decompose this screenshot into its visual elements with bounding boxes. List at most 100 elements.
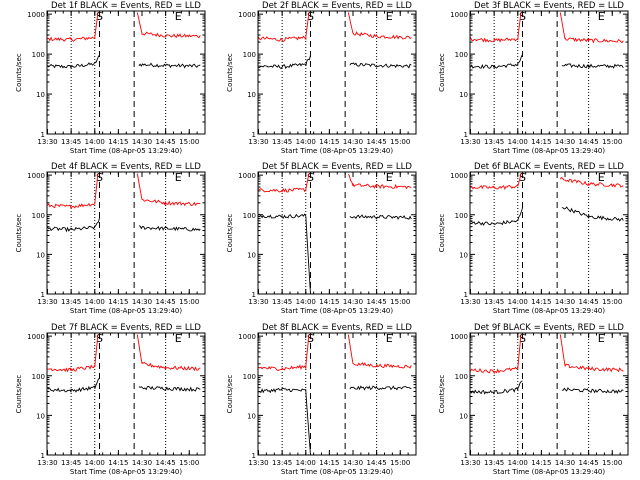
x-tick-label: 14:00 [296,298,316,306]
x-tick-label: 15:00 [602,138,622,146]
chart-panel-3: Det 3f BLACK = Events, RED = LLD 1 10 100 10… [438,1,629,155]
y-axis-label: Counts/sec [226,53,234,92]
x-tick-label: 14:30 [555,298,575,306]
series-line-lld [470,334,522,375]
x-tick-label: 13:45 [61,298,81,306]
x-tick-label: 14:00 [85,459,105,467]
y-tick-label: 1 [464,291,468,299]
series-line-lld [258,173,310,193]
x-tick-label: 13:45 [272,459,292,467]
x-tick-label: 15:00 [390,459,410,467]
y-tick-label: 10 [36,412,45,420]
start-marker: S [519,10,526,23]
y-axis-label: Counts/sec [438,214,446,253]
x-tick-label: 13:30 [248,459,268,467]
x-axis-label: Start Time (08-Apr-05 13:29:40) [493,307,605,315]
series-line-events [561,63,624,69]
x-tick-label: 14:45 [156,138,176,146]
x-tick-label: 14:15 [108,138,128,146]
series-line-events [47,377,100,393]
series-line-lld [347,174,412,190]
x-tick-label: 14:00 [85,298,105,306]
x-tick-label: 15:00 [390,138,410,146]
y-tick-label: 1 [252,291,256,299]
x-axis-label: Start Time (08-Apr-05 13:29:40) [281,147,393,155]
y-tick-label: 100 [32,212,45,220]
y-tick-label: 100 [32,51,45,59]
series-line-lld [136,334,201,372]
y-axis-label: Counts/sec [438,53,446,92]
chart-title: Det 9f BLACK = Events, RED = LLD [474,323,624,333]
y-tick-label: 10 [36,251,45,259]
x-tick-label: 13:45 [484,459,504,467]
x-tick-label: 14:15 [319,298,339,306]
chart-title: Det 8f BLACK = Events, RED = LLD [262,323,412,333]
series-line-lld [347,12,412,40]
x-tick-label: 14:15 [531,459,551,467]
x-tick-label: 14:00 [508,298,528,306]
x-tick-label: 13:30 [37,298,57,306]
start-marker: S [307,171,314,184]
y-axis-label: Counts/sec [438,375,446,414]
chart-panel-5: Det 5f BLACK = Events, RED = LLD 1 10 100 10… [226,162,417,315]
series-line-events [470,380,523,395]
y-tick-label: 100 [243,373,256,381]
x-tick-label: 14:30 [132,459,152,467]
x-tick-label: 14:00 [296,459,316,467]
y-tick-label: 10 [459,251,468,259]
series-line-events [561,206,624,222]
chart-panel-7: Det 7f BLACK = Events, RED = LLD 1 10 100 10… [15,323,206,476]
end-marker: E [175,171,182,184]
y-tick-label: 1 [252,452,256,460]
y-tick-label: 100 [243,51,256,59]
y-tick-label: 1000 [450,333,468,341]
end-marker: E [598,332,605,345]
end-marker: E [386,171,393,184]
chart-panel-6: Det 6f BLACK = Events, RED = LLD 1 10 100 10… [438,162,629,315]
series-line-events [349,385,412,391]
series-line-lld [347,334,412,369]
x-tick-label: 13:30 [248,138,268,146]
x-axis-label: Start Time (08-Apr-05 13:29:40) [493,468,605,476]
x-tick-label: 14:15 [319,138,339,146]
series-line-lld [47,12,99,42]
series-line-events [258,55,311,70]
y-tick-label: 1 [464,131,468,139]
x-tick-label: 14:45 [156,298,176,306]
end-marker: E [386,10,393,23]
series-line-events [349,214,412,220]
end-marker: E [175,10,182,23]
series-line-lld [136,12,201,39]
series-line-lld [47,334,99,373]
y-tick-label: 1 [464,452,468,460]
y-tick-label: 1000 [238,333,256,341]
y-tick-label: 10 [247,412,256,420]
chart-panel-9: Det 9f BLACK = Events, RED = LLD 1 10 100 10… [438,323,629,476]
start-marker: S [96,171,103,184]
chart-title: Det 3f BLACK = Events, RED = LLD [474,1,624,11]
series-line-events [138,225,201,232]
x-tick-label: 13:30 [460,138,480,146]
start-marker: S [519,171,526,184]
series-line-events [258,213,311,295]
chart-title: Det 5f BLACK = Events, RED = LLD [262,162,412,172]
x-tick-label: 14:45 [156,459,176,467]
chart-panel-1: Det 1f BLACK = Events, RED = LLD 1 10 100 10… [15,1,206,155]
y-axis-label: Counts/sec [15,375,23,414]
y-tick-label: 10 [36,91,45,99]
chart-title: Det 4f BLACK = Events, RED = LLD [51,162,201,172]
series-line-events [138,62,201,69]
x-axis-label: Start Time (08-Apr-05 13:29:40) [281,468,393,476]
x-tick-label: 15:00 [179,459,199,467]
x-tick-label: 15:00 [602,459,622,467]
x-tick-label: 15:00 [602,298,622,306]
start-marker: S [519,332,526,345]
x-tick-label: 14:15 [531,138,551,146]
x-axis-label: Start Time (08-Apr-05 13:29:40) [70,307,182,315]
chart-title: Det 7f BLACK = Events, RED = LLD [51,323,201,333]
series-line-events [47,217,100,233]
x-tick-label: 14:15 [531,298,551,306]
x-tick-label: 14:45 [579,459,599,467]
x-tick-label: 15:00 [390,298,410,306]
x-tick-label: 14:30 [132,298,152,306]
